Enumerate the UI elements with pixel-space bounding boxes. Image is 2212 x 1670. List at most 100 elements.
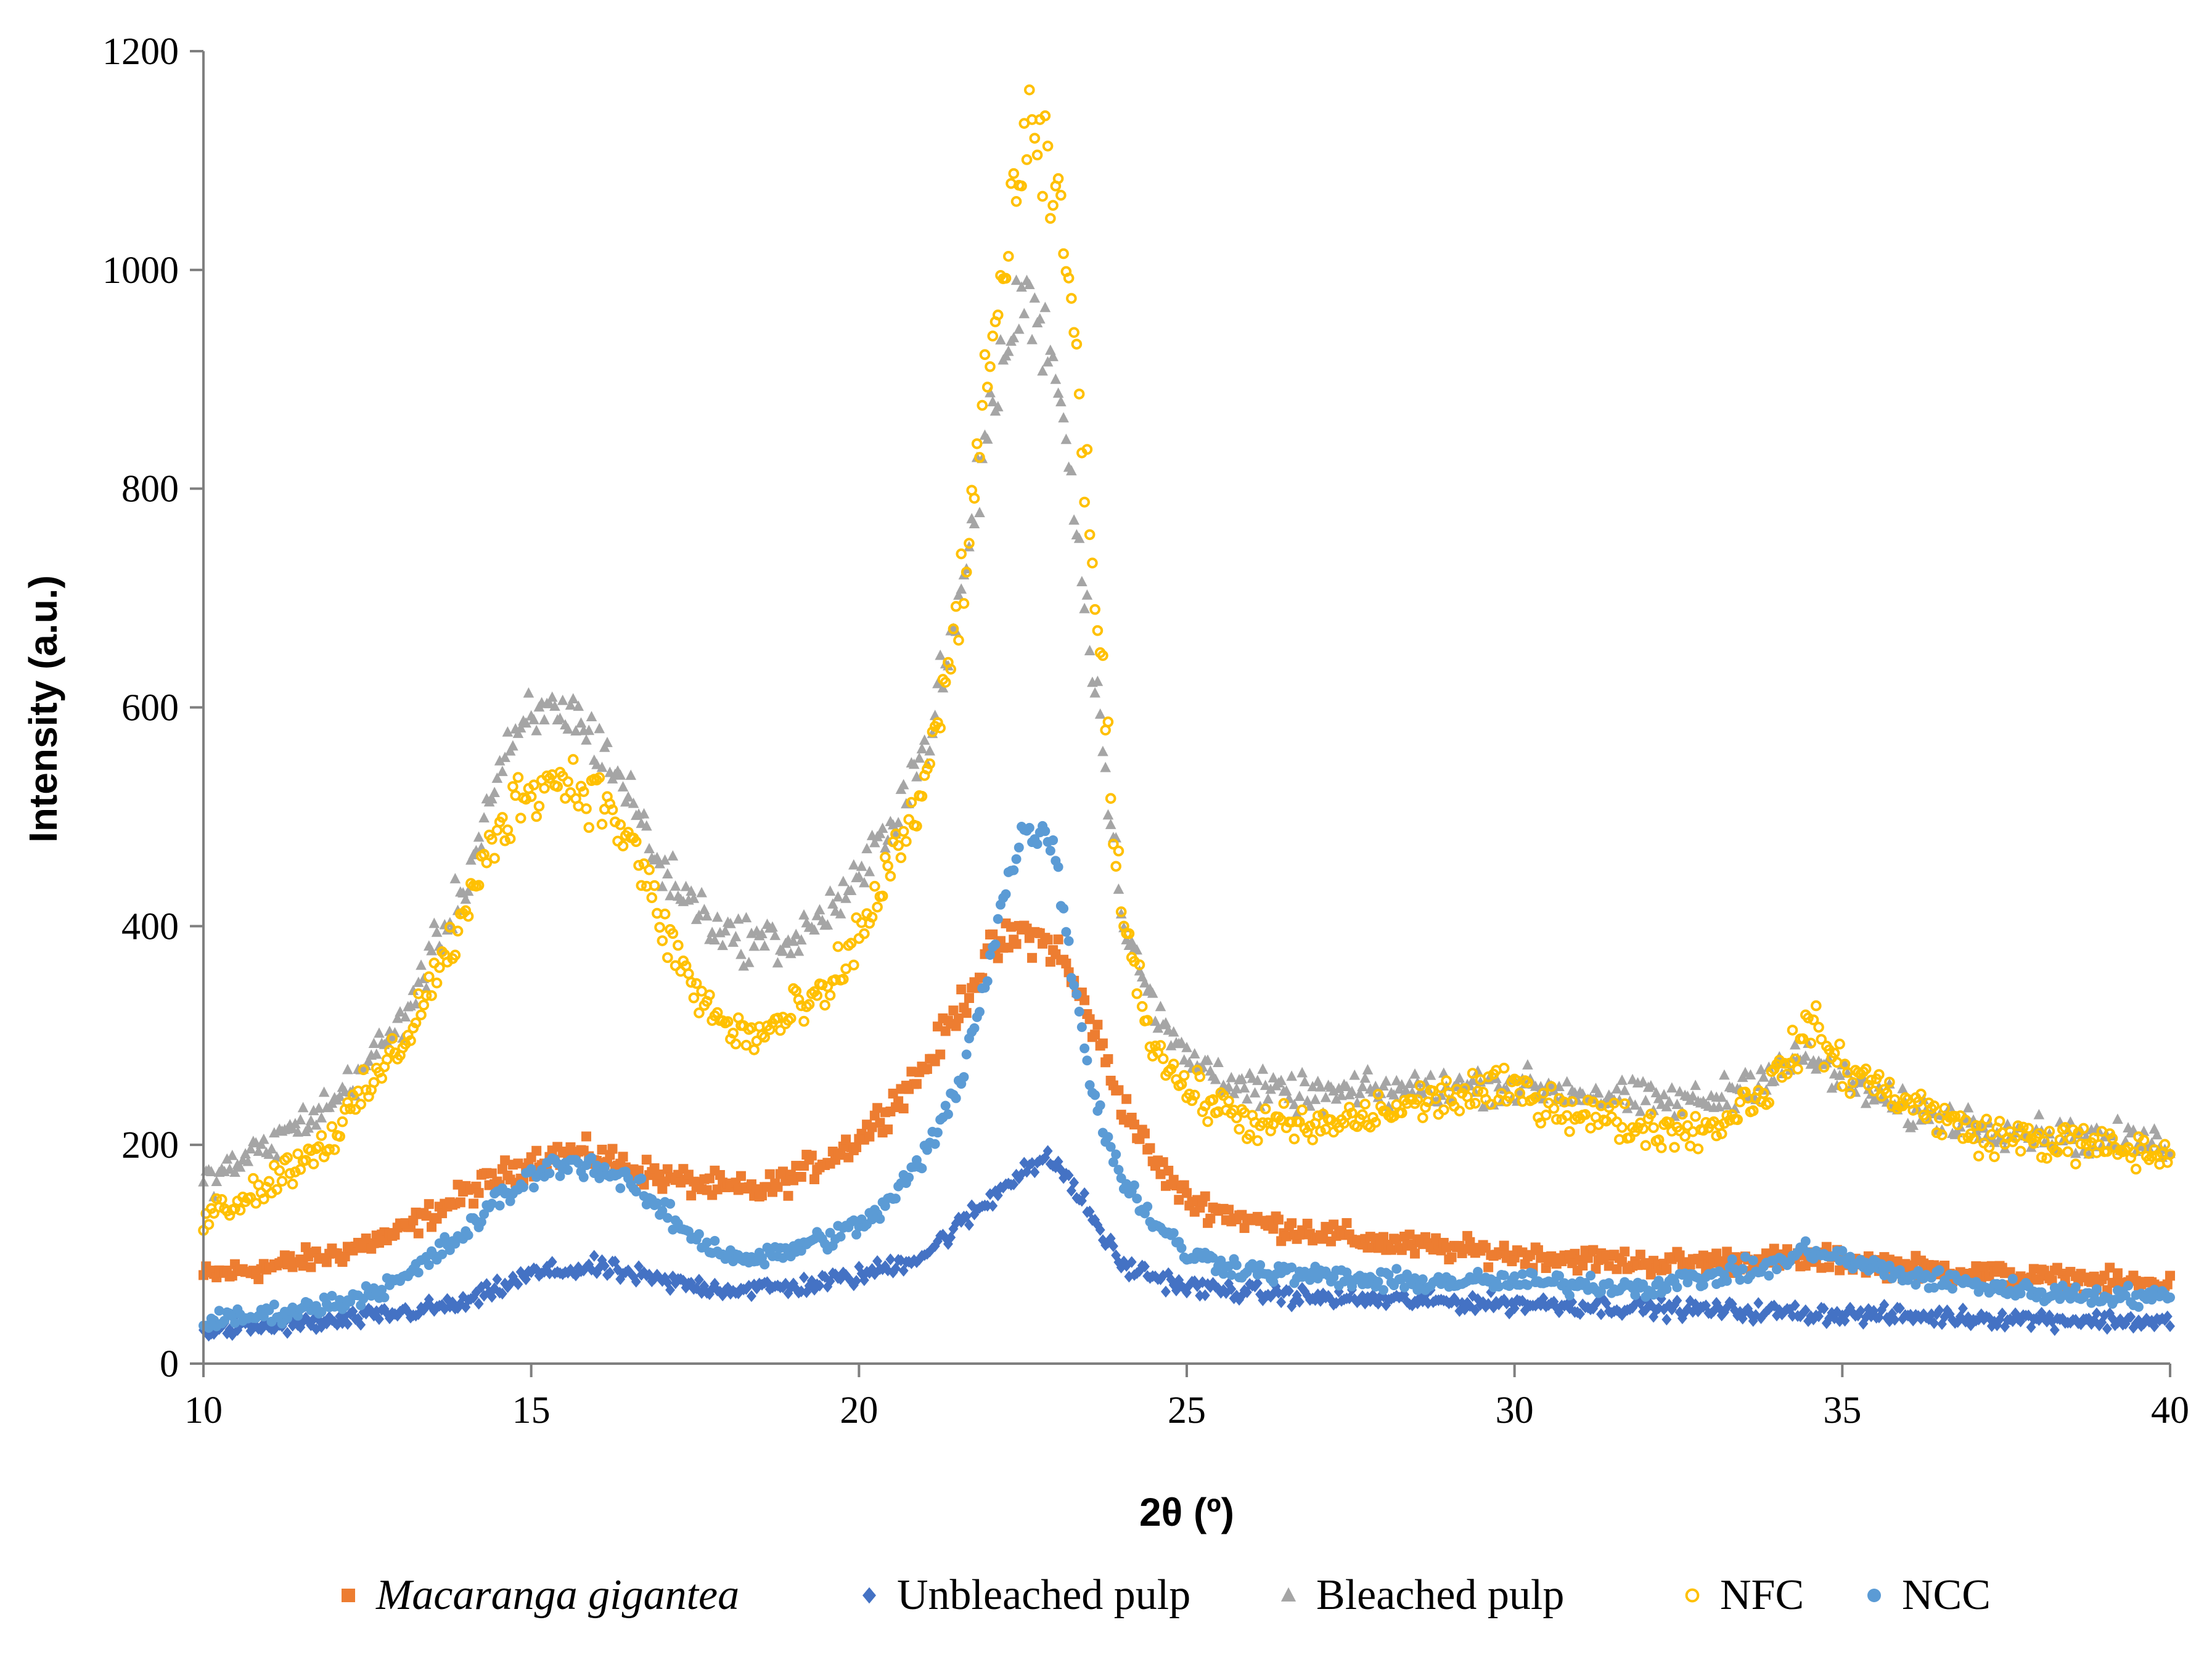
data-point bbox=[552, 781, 563, 792]
data-point bbox=[1472, 1065, 1483, 1076]
data-point bbox=[1525, 1250, 1536, 1260]
data-point bbox=[1918, 1094, 1929, 1105]
data-point bbox=[841, 1134, 851, 1145]
data-point bbox=[1034, 313, 1046, 324]
data-point bbox=[1071, 338, 1083, 350]
data-point bbox=[652, 1198, 662, 1208]
data-point bbox=[1320, 1091, 1332, 1102]
data-point bbox=[1181, 1041, 1192, 1052]
data-point bbox=[657, 1184, 668, 1194]
data-point bbox=[486, 1168, 497, 1179]
data-point bbox=[581, 1131, 591, 1142]
data-point bbox=[1202, 1116, 1213, 1128]
data-point bbox=[2015, 1145, 2026, 1157]
data-point bbox=[898, 1103, 909, 1114]
data-point bbox=[2028, 1264, 2039, 1274]
data-point bbox=[795, 934, 807, 945]
data-point bbox=[2094, 1139, 2105, 1150]
data-point bbox=[1936, 1129, 1948, 1140]
data-point bbox=[788, 935, 799, 946]
data-point bbox=[872, 1103, 883, 1113]
data-point bbox=[1425, 1070, 1436, 1080]
data-point bbox=[205, 1166, 217, 1177]
data-point bbox=[1915, 1088, 1927, 1100]
data-point bbox=[1588, 1245, 1599, 1255]
data-point bbox=[1748, 1255, 1758, 1266]
data-point bbox=[670, 880, 681, 891]
data-point bbox=[1202, 1054, 1213, 1065]
data-point bbox=[2151, 1129, 2163, 1140]
data-point bbox=[1578, 1260, 1588, 1271]
data-point bbox=[690, 978, 702, 989]
data-point bbox=[1029, 292, 1041, 303]
data-point bbox=[1860, 1063, 1872, 1074]
data-point bbox=[1926, 1308, 1936, 1320]
data-point bbox=[1176, 1243, 1187, 1253]
data-point bbox=[1357, 1109, 1368, 1120]
data-point bbox=[469, 1198, 479, 1209]
data-point bbox=[644, 864, 655, 875]
data-point bbox=[1045, 846, 1055, 856]
data-point bbox=[298, 1261, 308, 1271]
data-point bbox=[981, 433, 993, 444]
data-point bbox=[824, 885, 836, 896]
data-point bbox=[838, 973, 849, 985]
data-point bbox=[1711, 1248, 1722, 1259]
data-point bbox=[295, 1114, 306, 1124]
data-point bbox=[777, 945, 789, 956]
data-point bbox=[1856, 1304, 1866, 1317]
data-point bbox=[547, 1256, 557, 1268]
data-point bbox=[1016, 180, 1027, 192]
data-point bbox=[1288, 1099, 1300, 1110]
data-point bbox=[1391, 1234, 1402, 1245]
data-point bbox=[1837, 1246, 1848, 1256]
data-point bbox=[832, 941, 844, 952]
data-point bbox=[665, 890, 676, 901]
data-point bbox=[1226, 1071, 1237, 1083]
data-point bbox=[2034, 1274, 2044, 1285]
data-point bbox=[1040, 826, 1051, 837]
data-point bbox=[399, 1011, 411, 1021]
data-point bbox=[2165, 1271, 2175, 1281]
data-point bbox=[1084, 1014, 1095, 1025]
data-point bbox=[276, 1176, 288, 1187]
data-point bbox=[1579, 1109, 1591, 1120]
data-point bbox=[1291, 1108, 1303, 1118]
series-nfc bbox=[198, 84, 2176, 1236]
data-point bbox=[1102, 809, 1114, 820]
data-point bbox=[531, 724, 542, 735]
data-point bbox=[1890, 1314, 1900, 1326]
data-point bbox=[1695, 1258, 1706, 1269]
legend-entry: Bleached pulp bbox=[1280, 1571, 1564, 1619]
data-point bbox=[1687, 1090, 1698, 1101]
data-point bbox=[1063, 272, 1075, 284]
data-point bbox=[424, 1199, 434, 1210]
data-point bbox=[1129, 1119, 1139, 1130]
data-point bbox=[1268, 1277, 1279, 1287]
y-tick-label: 400 bbox=[121, 906, 179, 948]
data-point bbox=[990, 1185, 1001, 1197]
data-point bbox=[266, 1143, 277, 1154]
data-point bbox=[1102, 716, 1114, 727]
data-point bbox=[1010, 196, 1022, 207]
data-point bbox=[525, 791, 537, 803]
data-point bbox=[806, 1150, 817, 1161]
data-point bbox=[520, 793, 531, 805]
data-point bbox=[596, 819, 608, 830]
data-point bbox=[864, 866, 875, 877]
data-point bbox=[746, 1290, 756, 1303]
data-point bbox=[562, 776, 574, 787]
data-point bbox=[951, 1021, 961, 1031]
data-point bbox=[814, 1279, 825, 1292]
data-point bbox=[1779, 1058, 1790, 1069]
data-point bbox=[1441, 1075, 1452, 1087]
data-point bbox=[1108, 1157, 1118, 1168]
data-point bbox=[263, 1176, 275, 1187]
data-point bbox=[1066, 973, 1076, 983]
data-point bbox=[2165, 1320, 2175, 1332]
data-point bbox=[638, 808, 650, 819]
data-point bbox=[1907, 1105, 1919, 1116]
legend-marker bbox=[1280, 1587, 1296, 1602]
data-point bbox=[581, 734, 592, 745]
data-point bbox=[2070, 1282, 2081, 1292]
